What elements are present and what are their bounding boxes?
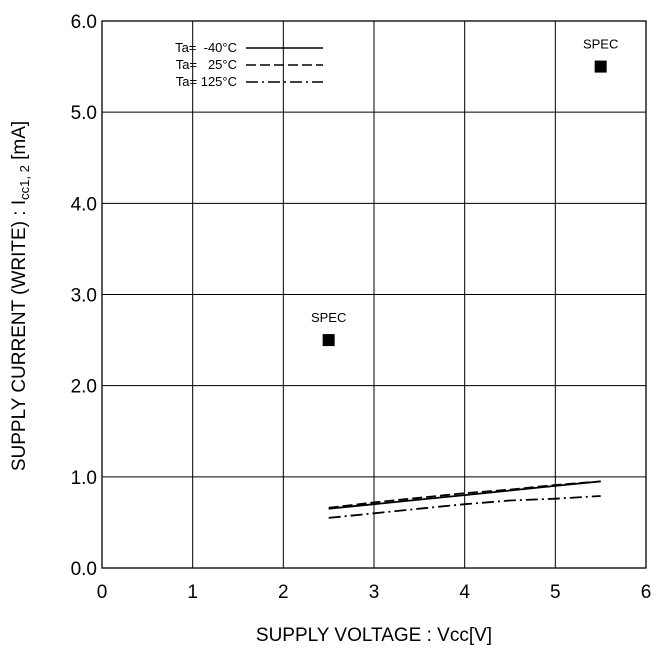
y-axis-title-subscript: cc1, 2 — [17, 165, 32, 200]
grid — [101, 20, 647, 569]
y-tick-label: 1.0 — [71, 468, 97, 489]
x-tick-label: 5 — [550, 582, 561, 603]
x-tick-label: 2 — [278, 582, 289, 603]
spec-label: SPEC — [311, 310, 346, 325]
x-tick-label: 6 — [641, 582, 652, 603]
y-tick-label: 0.0 — [71, 559, 97, 580]
tick-labels: 0 1 2 3 4 5 6 0.0 1.0 2.0 3.0 4.0 5.0 6.0 — [71, 12, 652, 603]
legend-label: Ta= 125°C — [176, 74, 237, 89]
spec-marker — [322, 334, 335, 347]
series-group — [328, 480, 601, 519]
y-axis-title: SUPPLY CURRENT (WRITE) : Icc1, 2 [mA] — [9, 121, 32, 471]
y-tick-label: 5.0 — [71, 103, 97, 124]
y-tick-label: 3.0 — [71, 286, 97, 307]
legend-label: Ta= 25°C — [176, 57, 237, 72]
y-tick-label: 6.0 — [71, 12, 97, 33]
y-axis-title-main: SUPPLY CURRENT (WRITE) : I — [9, 200, 30, 471]
spec-label: SPEC — [583, 37, 618, 52]
x-axis-title: SUPPLY VOLTAGE : Vcc[V] — [256, 625, 492, 646]
series-line-2 — [328, 480, 601, 509]
x-tick-label: 4 — [459, 582, 470, 603]
y-tick-label: 4.0 — [71, 194, 97, 215]
spec-marker — [594, 60, 607, 73]
y-axis-title-unit: [mA] — [9, 121, 30, 165]
legend: Ta= -40°C Ta= 25°C Ta= 125°C — [175, 40, 323, 89]
x-tick-label: 0 — [97, 582, 108, 603]
spec-markers: SPEC SPEC — [311, 37, 618, 347]
x-tick-label: 1 — [187, 582, 198, 603]
y-tick-label: 2.0 — [71, 377, 97, 398]
x-tick-label: 3 — [369, 582, 380, 603]
series-line-3 — [328, 495, 601, 519]
legend-label: Ta= -40°C — [175, 40, 237, 55]
